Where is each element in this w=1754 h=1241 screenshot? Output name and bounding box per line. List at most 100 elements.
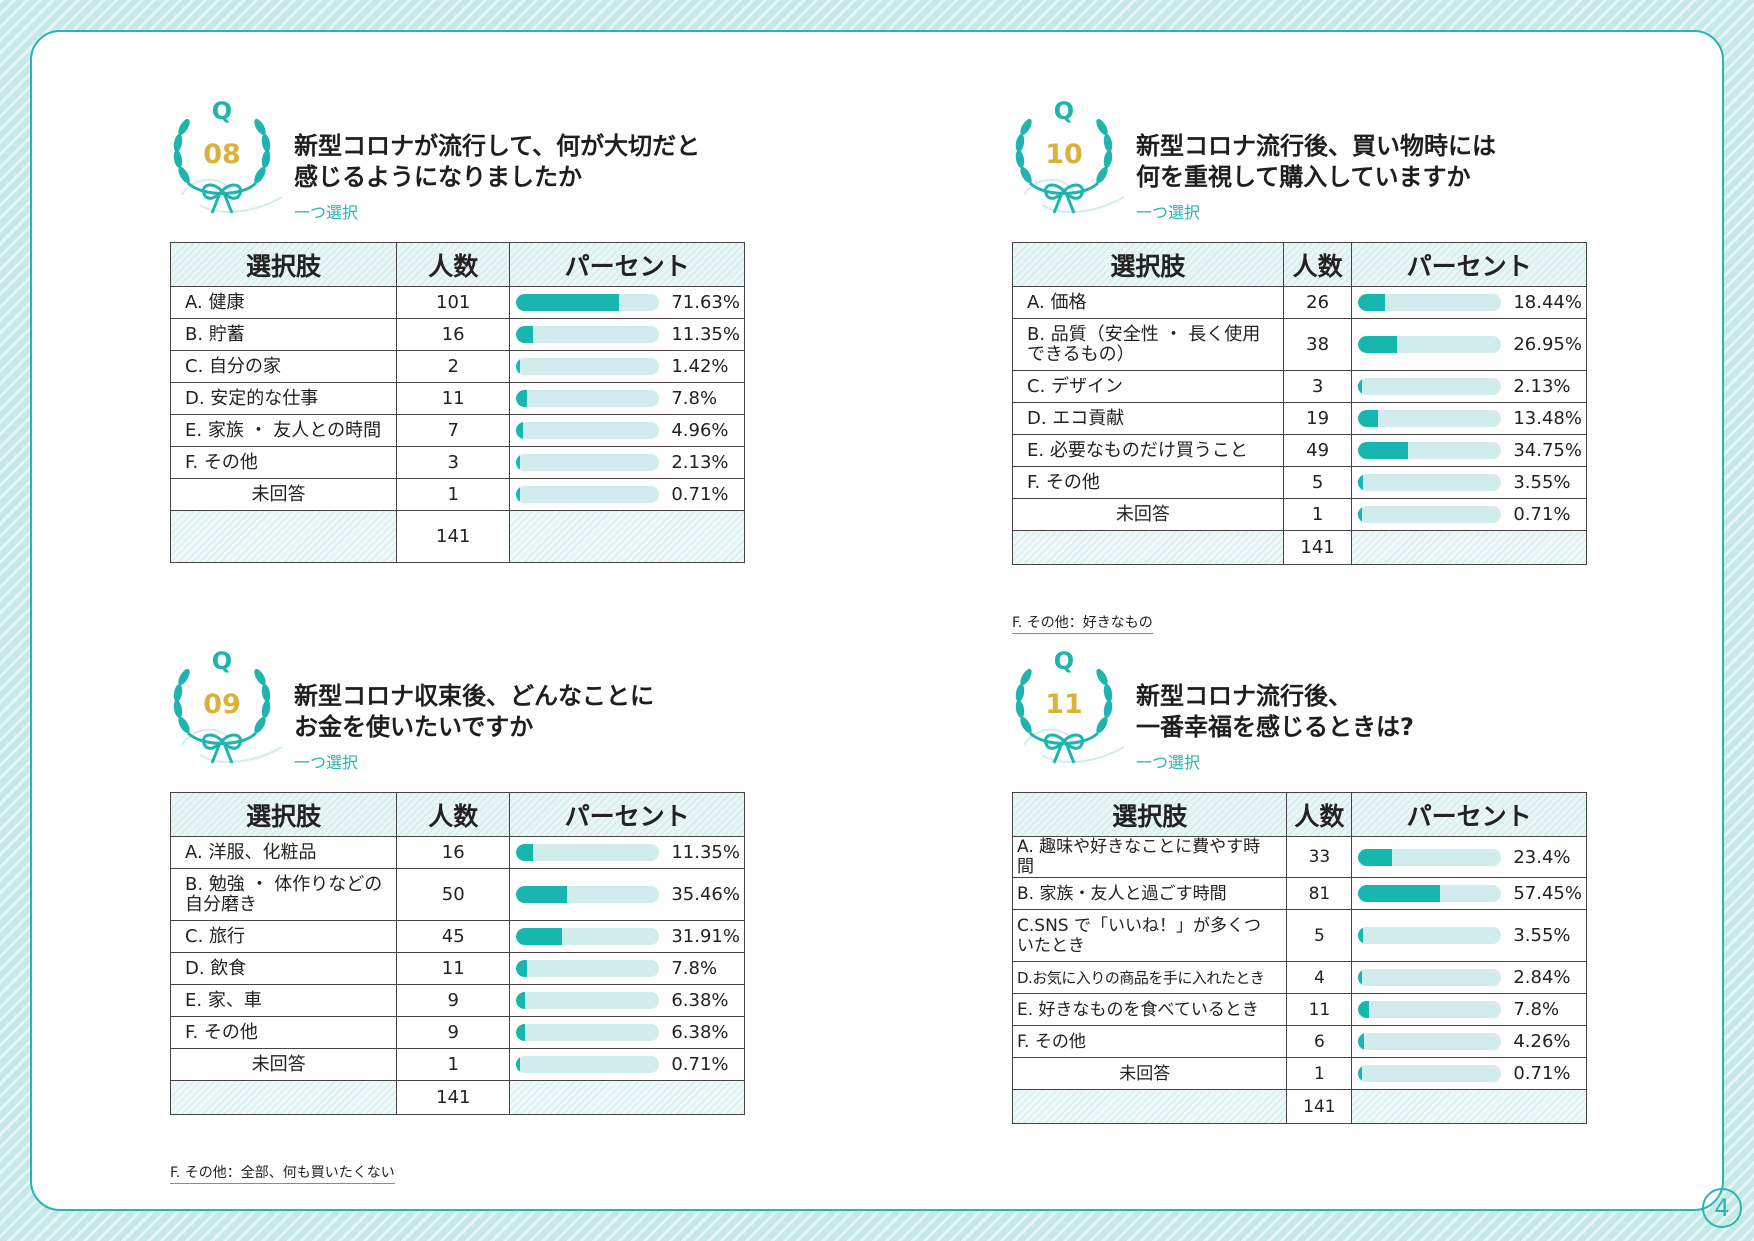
- table-row: 未回答 1 0.71%: [169, 478, 745, 511]
- footnote: F. その他：好きなもの: [1012, 612, 1153, 634]
- laurel-wreath-ribbon-icon: Q 10: [1015, 97, 1125, 214]
- header-percent: パーセント: [1351, 242, 1587, 287]
- header-percent: パーセント: [1351, 792, 1587, 837]
- percent-bar: [1358, 1033, 1502, 1050]
- percent-bar: [516, 422, 660, 439]
- table-row: A. 洋服、化粧品 16 11.35%: [169, 836, 745, 869]
- question-subtitle: 一つ選択: [1136, 753, 1201, 772]
- header-option: 選択肢: [169, 242, 398, 287]
- question-subtitle: 一つ選択: [294, 753, 359, 772]
- table-row: C. 自分の家 2 1.42%: [169, 350, 745, 383]
- header-option: 選択肢: [1011, 792, 1288, 837]
- results-table: 選択肢 人数 パーセント A. 趣味や好きなことに費やす時間 33 23.4% B.…: [1011, 792, 1587, 1124]
- percent-bar: [1358, 969, 1502, 986]
- percent-bar: [516, 454, 660, 471]
- question-header: Q 11 新型コロナ流行後、 一番幸福を感じるときは? 一つ選択: [1012, 647, 1732, 772]
- table-row: E. 必要なものだけ買うこと 49 34.75%: [1012, 434, 1587, 467]
- question-10: Q 10 新型コロナ流行後、買い物時には 何を重視して購入していますか 一つ選択…: [1012, 97, 1732, 634]
- header-count: 人数: [396, 242, 511, 287]
- header-percent: パーセント: [509, 792, 745, 837]
- percent-bar: [516, 390, 660, 407]
- question-subtitle: 一つ選択: [294, 203, 359, 222]
- table-row: C. 旅行 45 31.91%: [169, 920, 745, 953]
- table-row: F. その他 3 2.13%: [169, 446, 745, 479]
- percent-bar: [516, 326, 660, 343]
- question-title: 新型コロナ収束後、どんなことに お金を使いたいですか: [294, 682, 654, 741]
- table-row: C.SNS で「いいね！」が多くついたとき 5 3.55%: [1011, 909, 1587, 962]
- total-row: 141: [1012, 530, 1587, 565]
- percent-bar: [1358, 442, 1502, 459]
- table-row: D.お気に入りの商品を手に入れたとき 4 2.84%: [1011, 961, 1587, 994]
- table-row: 未回答 1 0.71%: [1011, 1057, 1587, 1090]
- table-row: D. エコ貢献 19 13.48%: [1012, 402, 1587, 435]
- table-row: D. 安定的な仕事 11 7.8%: [169, 382, 745, 415]
- table-row: F. その他 9 6.38%: [169, 1016, 745, 1049]
- footnote: F. その他：全部、何も買いたくない: [170, 1162, 395, 1184]
- percent-bar: [1358, 1065, 1502, 1082]
- percent-bar: [516, 886, 660, 903]
- total-count: 141: [396, 510, 511, 563]
- question-number: 10: [1045, 139, 1083, 170]
- total-count: 141: [396, 1080, 511, 1115]
- laurel-wreath-ribbon-icon: Q 08: [173, 97, 283, 214]
- q-letter: Q: [212, 647, 232, 675]
- table-row: C. デザイン 3 2.13%: [1012, 370, 1587, 403]
- table-row: A. 健康 101 71.63%: [169, 286, 745, 319]
- q-letter: Q: [1054, 647, 1074, 675]
- total-count: 141: [1286, 1089, 1353, 1124]
- question-subtitle: 一つ選択: [1136, 203, 1201, 222]
- laurel-wreath-ribbon-icon: Q 11: [1015, 647, 1125, 764]
- header-option: 選択肢: [1012, 242, 1284, 287]
- total-row: 141: [169, 1080, 745, 1115]
- percent-bar: [516, 928, 660, 945]
- table-row: A. 趣味や好きなことに費やす時間 33 23.4%: [1011, 836, 1587, 878]
- percent-bar: [516, 960, 660, 977]
- question-header: Q 10 新型コロナ流行後、買い物時には 何を重視して購入していますか 一つ選択: [1012, 97, 1732, 222]
- page: Q 08 新型コロナが流行して、何が大切だと 感じるようになりましたか 一つ選択…: [30, 30, 1742, 1228]
- percent-bar: [1358, 410, 1502, 427]
- question-header: Q 09 新型コロナ収束後、どんなことに お金を使いたいですか 一つ選択: [170, 647, 890, 772]
- header-percent: パーセント: [509, 242, 745, 287]
- table-row: F. その他 6 4.26%: [1011, 1025, 1587, 1058]
- q-letter: Q: [1054, 97, 1074, 125]
- question-number: 08: [203, 139, 241, 170]
- header-count: 人数: [1282, 242, 1353, 287]
- laurel-wreath-ribbon-icon: Q 09: [173, 647, 283, 764]
- percent-bar: [1358, 506, 1502, 523]
- question-08: Q 08 新型コロナが流行して、何が大切だと 感じるようになりましたか 一つ選択…: [169, 97, 890, 563]
- header-count: 人数: [396, 792, 511, 837]
- table-row: B. 勉強 ・ 体作りなどの自分磨き 50 35.46%: [169, 868, 745, 921]
- table-row: B. 貯蓄 16 11.35%: [169, 318, 745, 351]
- percent-bar: [1358, 378, 1502, 395]
- table-row: 未回答 1 0.71%: [1012, 498, 1587, 531]
- table-row: F. その他 5 3.55%: [1012, 466, 1587, 499]
- percent-bar: [1358, 1001, 1502, 1018]
- percent-bar: [516, 844, 660, 861]
- percent-bar: [516, 294, 660, 311]
- question-number: 09: [203, 689, 241, 720]
- percent-bar: [1358, 474, 1502, 491]
- q-letter: Q: [212, 97, 232, 125]
- total-count: 141: [1282, 530, 1353, 565]
- percent-bar: [516, 992, 660, 1009]
- question-11: Q 11 新型コロナ流行後、 一番幸福を感じるときは? 一つ選択 選択肢 人数 …: [1011, 647, 1732, 1124]
- table-row: E. 好きなものを食べているとき 11 7.8%: [1011, 993, 1587, 1026]
- total-row: 141: [1011, 1089, 1587, 1124]
- percent-bar: [516, 1024, 660, 1041]
- table-row: A. 価格 26 18.44%: [1012, 286, 1587, 319]
- percent-bar: [1358, 848, 1502, 866]
- percent-bar: [516, 486, 660, 503]
- percent-bar: [1358, 294, 1502, 311]
- results-table: 選択肢 人数 パーセント A. 健康 101 71.63% B. 貯蓄 16 11.35…: [169, 242, 745, 563]
- table-row: B. 家族・友人と過ごす時間 81 57.45%: [1011, 877, 1587, 910]
- total-row: 141: [169, 510, 745, 563]
- percent-bar: [516, 358, 660, 375]
- table-row: E. 家、車 9 6.38%: [169, 984, 745, 1017]
- question-09: Q 09 新型コロナ収束後、どんなことに お金を使いたいですか 一つ選択 選択肢…: [169, 647, 890, 1184]
- percent-bar: [1358, 885, 1502, 902]
- header-count: 人数: [1286, 792, 1353, 837]
- table-row: E. 家族 ・ 友人との時間 7 4.96%: [169, 414, 745, 447]
- percent-bar: [1358, 927, 1502, 944]
- page-number: 4: [1702, 1188, 1742, 1228]
- results-table: 選択肢 人数 パーセント A. 価格 26 18.44% B. 品質（安全性 ・ 長…: [1012, 242, 1587, 565]
